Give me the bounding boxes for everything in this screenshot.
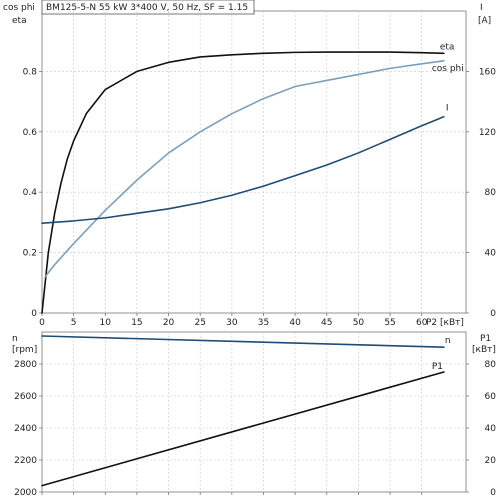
bottom-right-tick-label: 0 [490,488,496,498]
x-tick-label: 30 [226,318,238,328]
top-right-tick-label: 160 [479,67,496,77]
x-tick-label: 35 [258,318,269,328]
x-tick-label: 15 [131,318,142,328]
x-tick-label: 50 [353,318,365,328]
top-left-axis-label-line2: eta [12,16,27,26]
top-right-tick-label: 120 [479,128,496,138]
x-tick-label: 25 [194,318,205,328]
top-right-axis-label-line2: [A] [478,16,491,26]
top-left-axis-label-line1: cos phi [3,3,35,13]
bottom-left-tick-label: 2400 [14,424,37,434]
bottom-right-tick-label: 60 [485,392,497,402]
bottom-right-tick-label: 80 [485,360,497,370]
x-tick-label: 45 [321,318,332,328]
top-right-tick-label: 0 [490,309,496,319]
series-label-cos-phi: cos phi [432,64,464,74]
top-x-axis-label: P2 [кВт] [426,318,464,328]
series-label-n: n [445,336,451,346]
series-line-cos-phi [44,60,445,278]
series-label-i: I [446,104,449,114]
bottom-right-axis-label-line1: P1 [480,334,491,344]
series-line-eta [41,51,445,314]
x-tick-label: 40 [289,318,301,328]
chart-title: BM125-5-N 55 kW 3*400 V, 50 Hz, SF = 1.1… [46,3,248,13]
top-plot-frame [41,10,467,314]
x-tick-label: 5 [71,318,77,328]
bottom-left-axis-label-line2: [rpm] [12,345,37,355]
bottom-left-tick-label: 2000 [14,488,37,498]
x-tick-label: 60 [416,318,428,328]
chart-marks: 0 5 10 15 20 25 30 35 40 45 50 55 60 0 0.2 0.4 0.6 0.8 0 40… [14,11,496,498]
top-left-tick-label: 0 [31,309,37,319]
x-tick-label: 20 [163,318,175,328]
bottom-plot-frame [41,331,467,493]
series-line-n [41,335,445,348]
bottom-left-tick-label: 2600 [14,392,37,402]
bottom-right-tick-label: 40 [485,424,497,434]
top-left-tick-label: 0.4 [23,188,38,198]
series-line-p1 [41,371,445,487]
bottom-left-tick-label: 2800 [14,360,37,370]
bottom-right-tick-label: 20 [485,456,497,466]
bottom-left-tick-label: 2200 [14,456,37,466]
top-right-axis-label-line1: I [480,3,483,13]
top-right-tick-label: 40 [485,249,497,259]
top-left-tick-label: 0.8 [23,67,38,77]
x-tick-label: 0 [39,318,45,328]
bottom-left-axis-label-line1: n [12,334,18,344]
x-tick-label: 10 [100,318,112,328]
top-left-tick-label: 0.2 [23,249,37,259]
title-box [41,0,255,15]
top-right-tick-label: 80 [485,188,497,198]
top-left-tick-label: 0.6 [23,128,38,138]
series-label-p1: P1 [432,362,443,372]
x-tick-label: 55 [384,318,395,328]
series-label-eta: eta [440,42,455,52]
series-line-i [41,115,445,224]
bottom-right-axis-label-line2: [кВт] [472,345,496,355]
